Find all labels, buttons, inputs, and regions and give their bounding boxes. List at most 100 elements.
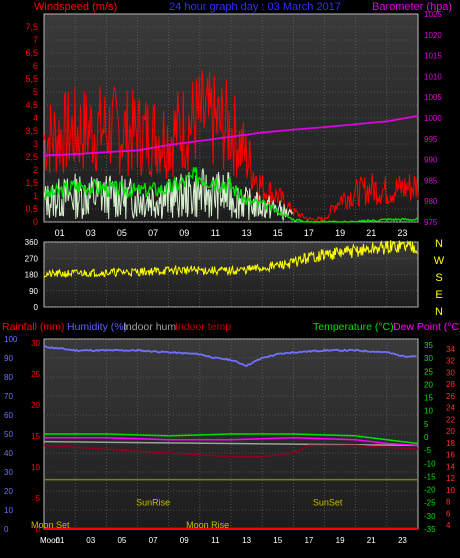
humidity-tick-label: 80: [4, 373, 13, 382]
direction-tick-label: 0: [34, 303, 39, 312]
dew-point-series-line: [44, 437, 419, 447]
windspeed-tick-label: 2,5: [25, 152, 38, 162]
wind-x-tick-label: 07: [148, 228, 158, 238]
wind-x-tick-label: 05: [117, 228, 127, 238]
direction-tick-label: 180: [25, 271, 39, 280]
average-wind-series-line: [43, 167, 419, 224]
humidity-tick-label: 30: [4, 468, 13, 477]
temperature-tick-label: 15: [424, 394, 433, 403]
barometer-tick-label: 980: [424, 197, 438, 206]
dewpoint-tick-label: 4: [446, 521, 451, 530]
temperature-tick-label: -20: [424, 486, 436, 495]
windspeed-tick-label: 6,5: [25, 48, 38, 58]
rainfall-tick-label: 25: [31, 370, 40, 379]
temp-x-tick-label: 09: [180, 536, 189, 545]
dewpoint-tick-label: 12: [446, 474, 455, 483]
temperature-tick-label: -15: [424, 472, 436, 481]
temp-x-tick-label-alt: 01: [56, 536, 65, 545]
compass-label: N: [435, 238, 443, 250]
dewpoint-tick-label: 14: [446, 462, 455, 471]
wind-x-tick-label: 15: [273, 228, 283, 238]
temp-x-tick-label: 13: [242, 536, 251, 545]
rainfall-tick-label: 10: [31, 463, 40, 472]
windspeed-tick-label: 3,5: [25, 126, 38, 136]
rainfall-tick-label: 20: [31, 401, 40, 410]
temp-x-tick-label: 05: [117, 536, 126, 545]
windspeed-tick-label: 3: [33, 139, 38, 149]
compass-label: W: [434, 255, 445, 267]
astronomy-annotation: Moon Set: [31, 520, 70, 530]
dewpoint-tick-label: 8: [446, 498, 451, 507]
wind-x-tick-label: 03: [86, 228, 96, 238]
wind-x-tick-label: 09: [179, 228, 189, 238]
barometer-tick-label: 1010: [424, 72, 442, 81]
windspeed-axis-label: Windspeed (m/s): [34, 1, 117, 13]
dewpoint-tick-label: 10: [446, 486, 455, 495]
gust-series-line: [43, 70, 419, 224]
indoor-temp-series-line: [43, 444, 419, 458]
temperature-tick-label: 35: [424, 341, 433, 350]
humidity-tick-label: 60: [4, 411, 13, 420]
temperature-tick-label: 10: [424, 407, 433, 416]
wind-x-tick-label: 11: [211, 228, 220, 238]
humidity-tick-label: 100: [4, 335, 18, 344]
temp-x-tick-label: 15: [273, 536, 282, 545]
humidity-tick-label: 40: [4, 449, 13, 458]
legend-label: Indoor temp: [175, 321, 231, 333]
dewpoint-tick-label: 20: [446, 427, 455, 436]
dewpoint-tick-label: 22: [446, 415, 455, 424]
temperature-tick-label: -5: [424, 446, 432, 455]
temperature-tick-label: 0: [424, 433, 429, 442]
barometer-tick-label: 995: [424, 135, 438, 144]
temp-x-tick-label: Moon: [40, 536, 60, 545]
wind-direction-series-line: [43, 239, 418, 279]
windspeed-tick-label: 6: [33, 61, 38, 71]
dewpoint-tick-label: 34: [446, 345, 455, 354]
dewpoint-tick-label: 16: [446, 451, 455, 460]
astronomy-annotation: SunRise: [136, 497, 170, 507]
temp-x-tick-label: 23: [398, 536, 407, 545]
barometer-series-line: [43, 115, 419, 157]
direction-tick-label: 270: [25, 254, 39, 263]
chart-title: 24 hour graph day : 03 March 2017: [169, 1, 341, 13]
legend-label: Temperature (°C): [313, 321, 394, 333]
barometer-tick-label: 1005: [424, 93, 442, 102]
temperature-tick-label: 30: [424, 354, 433, 363]
windspeed-tick-label: 0: [33, 217, 38, 227]
temp-x-tick-label: 21: [367, 536, 376, 545]
direction-tick-label: 360: [25, 238, 39, 247]
barometer-tick-label: 990: [424, 156, 438, 165]
wind-x-tick-label: 19: [335, 228, 345, 238]
dewpoint-tick-label: 18: [446, 439, 455, 448]
temperature-tick-label: 25: [424, 367, 433, 376]
rainfall-tick-label: 5: [36, 494, 41, 503]
humidity-tick-label: 0: [4, 525, 9, 534]
dewpoint-tick-label: 24: [446, 404, 455, 413]
windspeed-tick-label: 2: [33, 165, 38, 175]
temperature-series-line: [44, 433, 419, 445]
temperature-tick-label: -30: [424, 512, 436, 521]
compass-label: E: [435, 289, 442, 301]
wind-x-tick-label: 13: [242, 228, 252, 238]
legend-label: Humidity (%): [67, 321, 127, 333]
temp-x-tick-label: 17: [304, 536, 313, 545]
legend-label: Indoor hum: [123, 321, 176, 333]
humidity-tick-label: 20: [4, 487, 13, 496]
temperature-tick-label: 20: [424, 380, 433, 389]
temperature-tick-label: 5: [424, 420, 429, 429]
direction-tick-label: 90: [29, 287, 38, 296]
temperature-tick-label: -10: [424, 459, 436, 468]
windspeed-tick-label: 7: [33, 35, 38, 45]
rainfall-tick-label: 0: [36, 525, 41, 534]
rainfall-tick-label: 30: [31, 339, 40, 348]
rainfall-tick-label: 15: [31, 432, 40, 441]
temperature-tick-label: -25: [424, 499, 436, 508]
wind-x-tick-label: 01: [55, 228, 65, 238]
barometer-tick-label: 985: [424, 176, 438, 185]
windspeed-tick-label: 5,5: [25, 74, 38, 84]
barometer-tick-label: 1025: [424, 10, 442, 19]
windspeed-tick-label: 4,5: [25, 100, 38, 110]
dewpoint-tick-label: 32: [446, 357, 455, 366]
temp-x-tick-label: 19: [336, 536, 345, 545]
wind-x-tick-label: 17: [304, 228, 314, 238]
